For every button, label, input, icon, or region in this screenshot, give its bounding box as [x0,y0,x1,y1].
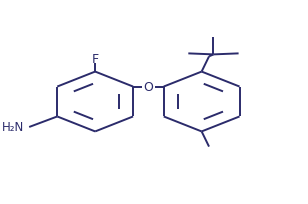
Text: H₂N: H₂N [2,121,24,133]
Text: F: F [91,52,99,65]
Text: O: O [144,81,153,94]
